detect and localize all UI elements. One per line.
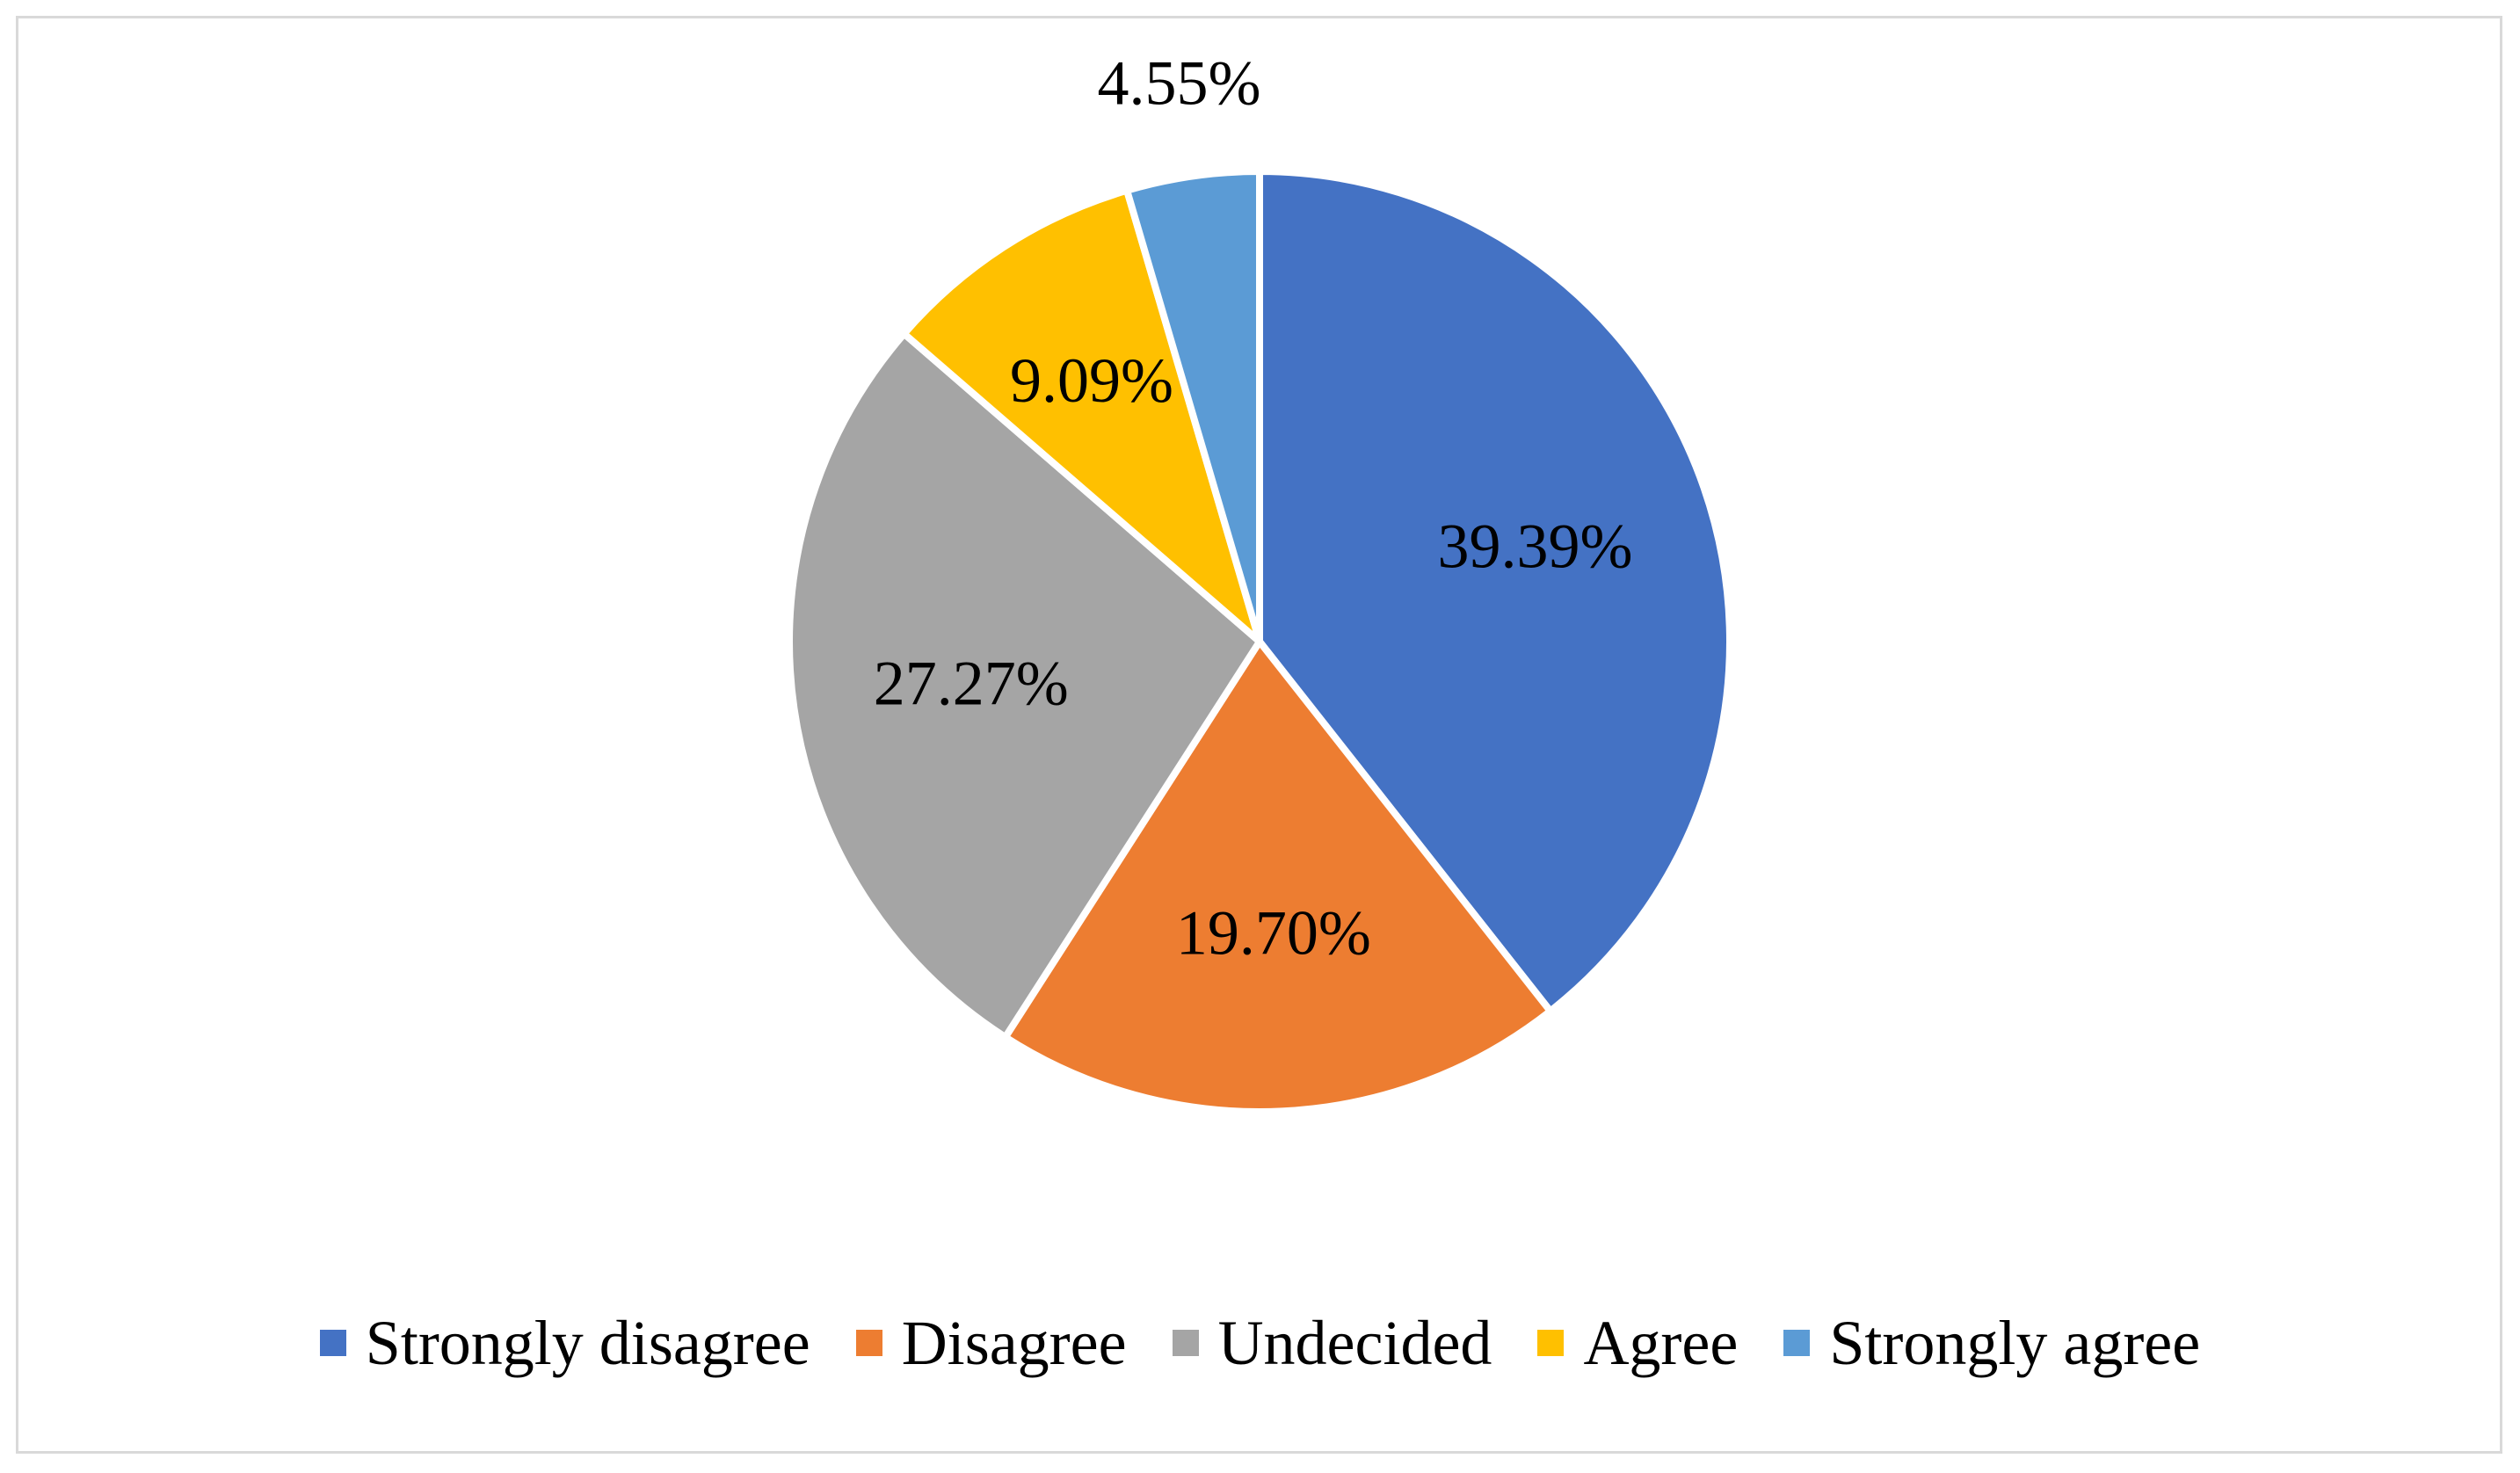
pie-slice-undecided — [785, 330, 1263, 1041]
chart-legend: Strongly disagree Disagree Undecided Agr… — [0, 1299, 2520, 1387]
legend-swatch — [855, 1330, 882, 1356]
legend-item-undecided: Undecided — [1172, 1307, 1492, 1380]
pie-slice-disagree — [1001, 638, 1554, 1115]
legend-label: Disagree — [901, 1307, 1127, 1378]
data-label-disagree: 19.70% — [1176, 897, 1371, 968]
legend-swatch — [1537, 1330, 1565, 1356]
legend-swatch — [1172, 1330, 1199, 1356]
pie-slice-strongly-agree — [1123, 168, 1263, 645]
pie-slices — [785, 168, 1733, 1115]
legend-item-strongly-disagree: Strongly disagree — [319, 1307, 810, 1380]
legend-swatch — [319, 1330, 346, 1356]
pie-data-labels: 39.39% 19.70% 27.27% 9.09% 4.55% — [874, 48, 1633, 969]
legend-item-agree: Agree — [1537, 1307, 1738, 1380]
pie-slice-strongly-disagree — [1256, 168, 1733, 1015]
legend-label: Undecided — [1217, 1307, 1492, 1378]
data-label-undecided: 27.27% — [874, 648, 1069, 718]
pie-slice-agree — [900, 186, 1263, 645]
legend-item-disagree: Disagree — [855, 1307, 1127, 1380]
data-label-strongly-disagree: 39.39% — [1437, 511, 1632, 581]
legend-item-strongly-agree: Strongly agree — [1783, 1307, 2200, 1380]
legend-label: Agree — [1583, 1307, 1739, 1378]
data-label-agree: 9.09% — [1010, 345, 1173, 416]
data-label-strongly-agree: 4.55% — [1098, 48, 1261, 119]
legend-swatch — [1783, 1330, 1811, 1356]
legend-label: Strongly disagree — [365, 1307, 810, 1378]
legend-label: Strongly agree — [1829, 1307, 2201, 1378]
